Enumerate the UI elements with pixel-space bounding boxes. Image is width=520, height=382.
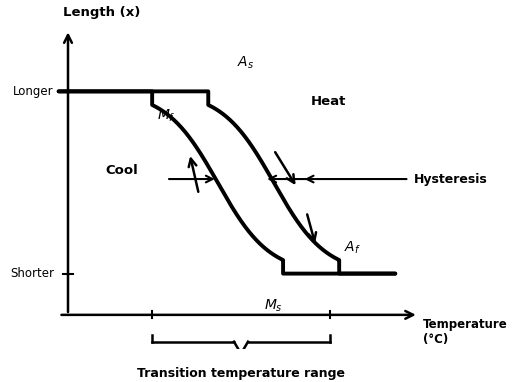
Text: Length (x): Length (x): [63, 6, 141, 19]
Text: Hysteresis: Hysteresis: [414, 173, 488, 186]
Text: $M_f$: $M_f$: [157, 107, 175, 124]
Text: Temperature
(°C): Temperature (°C): [423, 318, 508, 346]
Text: $A_s$: $A_s$: [237, 54, 254, 71]
Text: Transition temperature range: Transition temperature range: [137, 367, 345, 380]
Text: Heat: Heat: [311, 95, 346, 108]
Text: $A_f$: $A_f$: [344, 240, 361, 256]
Text: Longer: Longer: [14, 85, 54, 98]
Text: Shorter: Shorter: [10, 267, 54, 280]
Text: $M_s$: $M_s$: [264, 298, 283, 314]
Text: Cool: Cool: [106, 164, 138, 177]
